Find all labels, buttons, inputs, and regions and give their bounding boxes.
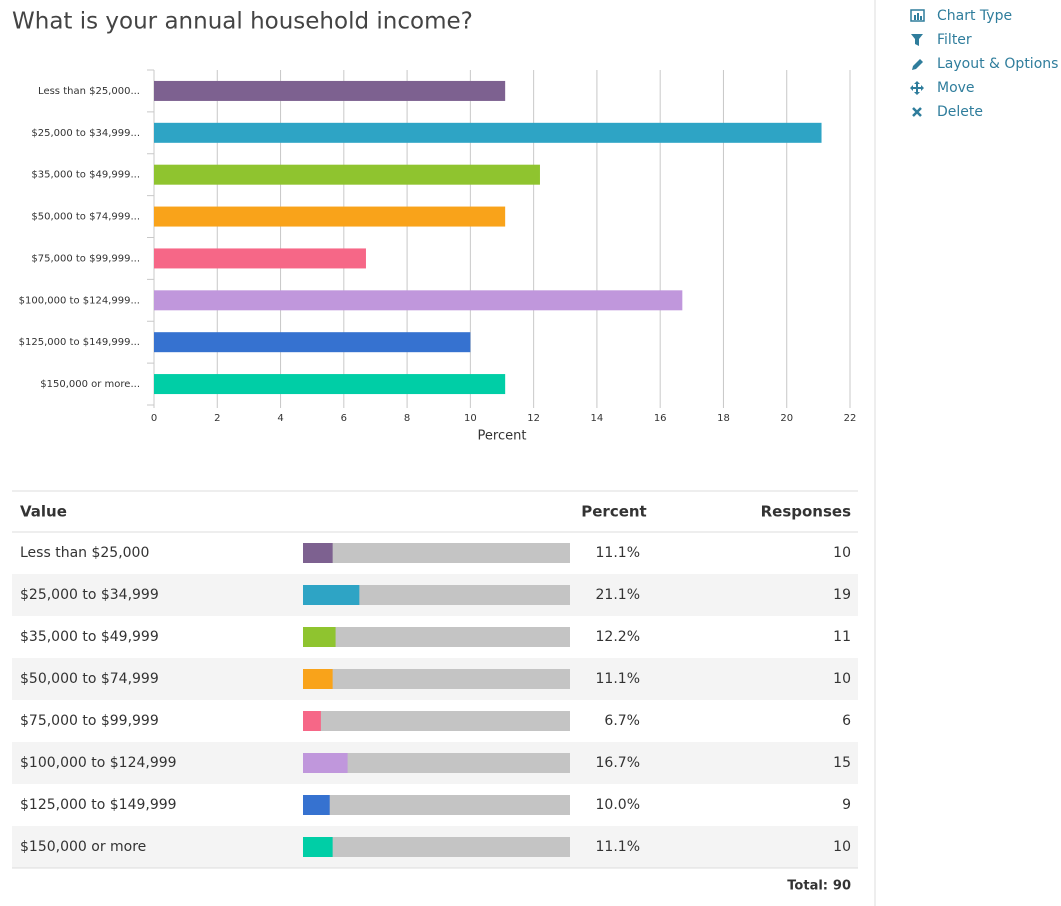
row-responses: 10 bbox=[833, 545, 851, 561]
bar bbox=[154, 122, 822, 143]
menu-icons bbox=[910, 9, 925, 117]
row-responses: 9 bbox=[842, 797, 851, 813]
x-tick-label: 2 bbox=[214, 413, 220, 424]
x-tick-label: 4 bbox=[277, 413, 283, 424]
x-tick-label: 18 bbox=[717, 413, 730, 424]
delete-icon bbox=[912, 107, 922, 117]
chart-type-icon bbox=[910, 9, 925, 22]
row-percent: 16.7% bbox=[596, 755, 640, 771]
bar-track bbox=[303, 795, 570, 815]
move-icon bbox=[910, 81, 924, 95]
x-tick-label: 12 bbox=[527, 413, 540, 424]
row-percent: 21.1% bbox=[596, 587, 640, 603]
bar-track bbox=[303, 585, 570, 605]
total-value: 90 bbox=[833, 879, 851, 894]
y-tick-label: $100,000 to $124,999... bbox=[19, 295, 140, 306]
bar-track bbox=[303, 753, 570, 773]
chart-title: What is your annual household income? bbox=[12, 9, 473, 35]
y-tick-label: $25,000 to $34,999... bbox=[31, 128, 140, 139]
row-responses: 15 bbox=[833, 755, 851, 771]
bar bbox=[154, 290, 683, 311]
row-responses: 10 bbox=[833, 839, 851, 855]
pencil-icon bbox=[912, 59, 923, 70]
row-value: $50,000 to $74,999 bbox=[20, 671, 159, 687]
menu-item[interactable]: Delete bbox=[937, 104, 983, 120]
bar bbox=[154, 206, 506, 227]
row-responses: 19 bbox=[833, 587, 851, 603]
chart-type-icon-bar bbox=[914, 15, 916, 20]
table-header: Value bbox=[20, 503, 67, 521]
row-value: $25,000 to $34,999 bbox=[20, 587, 159, 603]
row-value: $125,000 to $149,999 bbox=[20, 797, 177, 813]
mini-bar bbox=[303, 753, 348, 773]
x-tick-label: 22 bbox=[844, 413, 857, 424]
menu-item[interactable]: Chart Type bbox=[937, 8, 1012, 24]
x-tick-label: 6 bbox=[341, 413, 347, 424]
chart-type-icon-bar bbox=[920, 16, 922, 20]
x-tick-label: 14 bbox=[591, 413, 604, 424]
row-percent: 12.2% bbox=[596, 629, 640, 645]
row-value: $100,000 to $124,999 bbox=[20, 755, 177, 771]
menu-item[interactable]: Move bbox=[937, 80, 975, 96]
row-responses: 10 bbox=[833, 671, 851, 687]
y-tick-label: $75,000 to $99,999... bbox=[31, 253, 140, 264]
bar-track bbox=[303, 837, 570, 857]
row-value: Less than $25,000 bbox=[20, 545, 149, 561]
x-tick-label: 10 bbox=[464, 413, 477, 424]
bar bbox=[154, 80, 506, 101]
row-percent: 11.1% bbox=[596, 671, 640, 687]
bar bbox=[154, 374, 506, 395]
x-tick-label: 20 bbox=[780, 413, 793, 424]
y-tick-label: Less than $25,000... bbox=[38, 86, 140, 97]
x-tick-label: 0 bbox=[151, 413, 157, 424]
row-percent: 6.7% bbox=[604, 713, 640, 729]
bar bbox=[154, 248, 366, 269]
mini-bar bbox=[303, 795, 330, 815]
mini-bar bbox=[303, 837, 333, 857]
menu-item[interactable]: Layout & Options bbox=[937, 56, 1058, 72]
chart-type-icon-bar bbox=[917, 13, 919, 20]
row-percent: 11.1% bbox=[596, 839, 640, 855]
mini-bar bbox=[303, 711, 321, 731]
x-axis-label: Percent bbox=[478, 429, 527, 444]
mini-bar bbox=[303, 543, 333, 563]
mini-bar bbox=[303, 627, 336, 647]
mini-bar bbox=[303, 585, 360, 605]
row-percent: 11.1% bbox=[596, 545, 640, 561]
row-value: $35,000 to $49,999 bbox=[20, 629, 159, 645]
y-tick-label: $125,000 to $149,999... bbox=[19, 337, 140, 348]
row-value: $75,000 to $99,999 bbox=[20, 713, 159, 729]
row-percent: 10.0% bbox=[596, 797, 640, 813]
bar bbox=[154, 164, 540, 185]
y-tick-label: $150,000 or more... bbox=[40, 379, 140, 390]
bar-track bbox=[303, 627, 570, 647]
row-responses: 6 bbox=[842, 713, 851, 729]
menu-item[interactable]: Filter bbox=[937, 32, 972, 48]
row-value: $150,000 or more bbox=[20, 839, 146, 855]
bar-track bbox=[303, 543, 570, 563]
y-tick-label: $35,000 to $49,999... bbox=[31, 170, 140, 181]
mini-bar bbox=[303, 669, 333, 689]
row-responses: 11 bbox=[833, 629, 851, 645]
total-label: Total: bbox=[787, 879, 828, 894]
bar bbox=[154, 332, 471, 353]
x-tick-label: 16 bbox=[654, 413, 667, 424]
bar-track bbox=[303, 669, 570, 689]
filter-icon bbox=[911, 34, 923, 46]
x-tick-label: 8 bbox=[404, 413, 410, 424]
bar-track bbox=[303, 711, 570, 731]
y-tick-label: $50,000 to $74,999... bbox=[31, 212, 140, 223]
table-header: Percent bbox=[581, 503, 646, 521]
table-header: Responses bbox=[761, 503, 851, 521]
